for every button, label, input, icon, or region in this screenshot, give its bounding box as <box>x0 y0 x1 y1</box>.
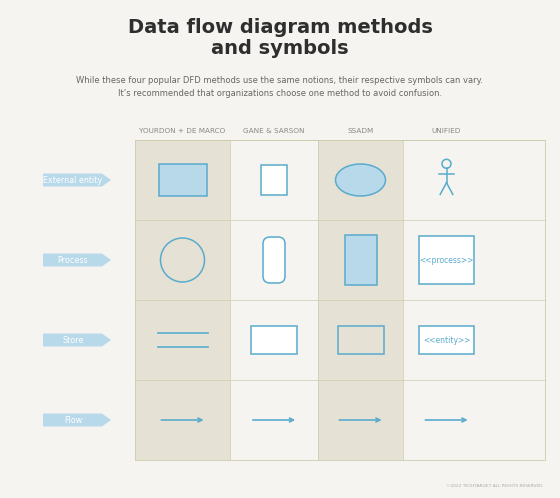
Bar <box>338 326 384 354</box>
Bar <box>419 326 474 354</box>
Text: ©2022 TECHTARGET ALL RIGHTS RESERVED: ©2022 TECHTARGET ALL RIGHTS RESERVED <box>446 484 543 488</box>
Ellipse shape <box>335 164 385 196</box>
Bar <box>135 140 230 460</box>
Text: External entity: External entity <box>44 175 102 184</box>
Polygon shape <box>43 334 111 347</box>
Text: Process: Process <box>58 255 88 264</box>
Bar <box>318 140 403 460</box>
Polygon shape <box>43 173 111 186</box>
Text: YOURDON + DE MARCO: YOURDON + DE MARCO <box>139 128 226 134</box>
Text: GANE & SARSON: GANE & SARSON <box>243 128 305 134</box>
Bar <box>419 236 474 284</box>
Bar <box>158 164 207 196</box>
Text: Flow: Flow <box>64 415 82 424</box>
Text: <<entity>>: <<entity>> <box>423 336 470 345</box>
Bar <box>251 326 297 354</box>
Text: <<process>>: <<process>> <box>419 255 474 264</box>
Text: Data flow diagram methods
and symbols: Data flow diagram methods and symbols <box>128 18 432 58</box>
Bar <box>344 235 376 285</box>
Polygon shape <box>43 413 111 426</box>
Polygon shape <box>43 253 111 266</box>
Bar <box>135 140 545 460</box>
FancyBboxPatch shape <box>263 237 285 283</box>
Text: While these four popular DFD methods use the same notions, their respective symb: While these four popular DFD methods use… <box>77 76 483 98</box>
Text: Store: Store <box>62 336 84 345</box>
Text: SSADM: SSADM <box>347 128 374 134</box>
Text: UNIFIED: UNIFIED <box>432 128 461 134</box>
Bar <box>261 165 287 195</box>
